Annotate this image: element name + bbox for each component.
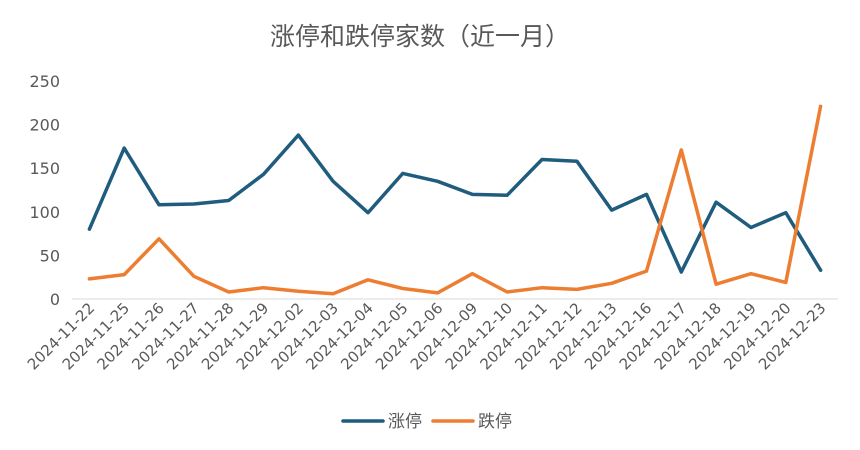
- x-axis-ticks: 2024-11-222024-11-252024-11-262024-11-27…: [24, 299, 830, 373]
- chart-title: 涨停和跌停家数（近一月）: [270, 22, 570, 51]
- y-tick-label: 200: [29, 116, 60, 135]
- y-axis-ticks: 0 50 100 150 200 250: [29, 72, 60, 309]
- legend-label-1: 涨停: [388, 412, 422, 432]
- y-tick-label: 50: [40, 246, 60, 265]
- y-tick-label: 150: [29, 159, 60, 178]
- y-tick-label: 100: [29, 203, 60, 222]
- series-lines: [87, 104, 823, 296]
- y-tick-label: 250: [29, 72, 60, 91]
- legend-label-2: 跌停: [478, 412, 512, 432]
- series-line-2: [87, 104, 823, 296]
- series-line-1: [87, 133, 823, 274]
- legend: 涨停 跌停: [341, 412, 512, 432]
- y-tick-label: 0: [50, 290, 60, 309]
